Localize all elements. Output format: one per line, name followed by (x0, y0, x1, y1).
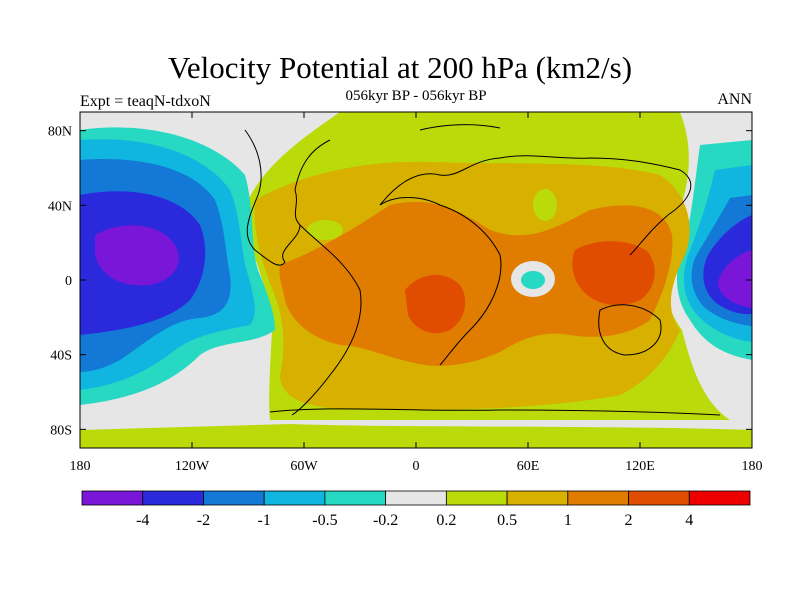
colorbar-label: -1 (258, 512, 271, 529)
colorbar-label: -0.2 (373, 512, 398, 529)
colorbar-swatch (81, 490, 144, 506)
colorbar: -4 -2 -1 -0.5 -0.2 0.2 0.5 1 2 4 (81, 490, 751, 529)
colorbar-label: 0.2 (436, 512, 456, 529)
lon-tick-label: 120W (175, 459, 210, 474)
lon-tick-label: 180 (742, 459, 763, 474)
field-neg-4-west (95, 225, 179, 286)
field-pos-02-pocket-arabia (533, 189, 557, 221)
colorbar-label: -0.5 (312, 512, 337, 529)
colorbar-swatch (385, 490, 447, 506)
longitude-axis: 180 120W 60W 0 60E 120E 180 (70, 112, 763, 474)
colorbar-label: 4 (685, 512, 693, 529)
page-title: Velocity Potential at 200 hPa (km2/s) (167, 50, 633, 85)
colorbar-label: -2 (197, 512, 210, 529)
lon-tick-label: 180 (70, 459, 91, 474)
field-near-zero-south (80, 420, 752, 430)
field-pos-2-africa (405, 274, 466, 334)
lat-tick-label: 40N (48, 199, 72, 214)
lon-tick-label: 0 (413, 459, 420, 474)
field-pos-1 (279, 201, 673, 366)
field-neg-4-east (718, 250, 752, 308)
lon-tick-label: 60W (290, 459, 318, 474)
colorbar-swatch (628, 490, 690, 506)
field-pos-2-maritime (572, 241, 655, 306)
field-neg-02-indian-ocean (521, 271, 545, 289)
colorbar-swatch (506, 490, 569, 506)
lat-tick-label: 80S (50, 423, 72, 438)
colorbar-label: -4 (136, 512, 149, 529)
coastlines (244, 124, 721, 416)
season-label: ANN (717, 91, 752, 108)
colorbar-label: 1 (564, 512, 572, 529)
lon-tick-label: 60E (517, 459, 540, 474)
lat-tick-label: 80N (48, 125, 72, 140)
colorbar-swatch (445, 490, 508, 506)
latitude-axis: 80N 40N 0 40S 80S (48, 125, 752, 438)
colorbar-swatch (203, 490, 265, 506)
colorbar-swatch (263, 490, 326, 506)
colorbar-label: 2 (625, 512, 633, 529)
colorbar-label: 0.5 (497, 512, 517, 529)
experiment-label: Expt = teaqN-tdxoN (80, 93, 211, 110)
lon-tick-label: 120E (625, 459, 655, 474)
colorbar-swatch (142, 490, 204, 506)
field-pos-02-pocket-atlantic (307, 220, 343, 240)
colorbar-swatch (324, 490, 387, 506)
lat-tick-label: 0 (65, 274, 72, 289)
velocity-potential-field (80, 112, 752, 448)
page-subtitle: 056kyr BP - 056kyr BP (345, 88, 487, 104)
colorbar-swatch (688, 490, 751, 506)
colorbar-swatch (567, 490, 629, 506)
lat-tick-label: 40S (50, 349, 72, 364)
